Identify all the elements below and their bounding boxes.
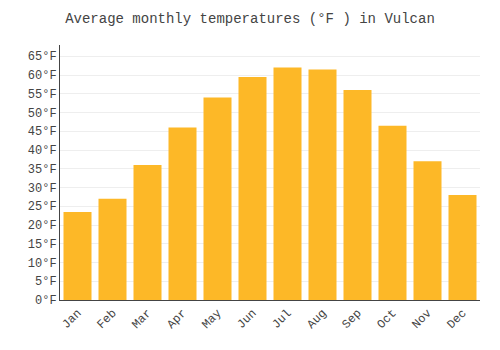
svg-text:30°F: 30°F (28, 182, 57, 196)
svg-text:Aug: Aug (304, 307, 329, 332)
svg-text:10°F: 10°F (28, 257, 57, 271)
svg-text:Oct: Oct (374, 307, 399, 332)
svg-text:5°F: 5°F (35, 275, 57, 289)
svg-text:Jan: Jan (59, 307, 84, 332)
svg-text:Apr: Apr (164, 307, 189, 332)
svg-text:0°F: 0°F (35, 294, 57, 308)
svg-text:15°F: 15°F (28, 238, 57, 252)
svg-text:60°F: 60°F (28, 69, 57, 83)
svg-text:40°F: 40°F (28, 144, 57, 158)
svg-text:20°F: 20°F (28, 219, 57, 233)
svg-text:May: May (199, 307, 224, 332)
svg-text:25°F: 25°F (28, 200, 57, 214)
svg-text:45°F: 45°F (28, 125, 57, 139)
svg-text:Jul: Jul (269, 307, 294, 332)
svg-text:Mar: Mar (129, 307, 154, 332)
svg-text:Feb: Feb (94, 307, 119, 332)
svg-text:Jun: Jun (234, 307, 259, 332)
svg-text:Dec: Dec (444, 307, 469, 332)
svg-text:50°F: 50°F (28, 107, 57, 121)
svg-text:55°F: 55°F (28, 88, 57, 102)
svg-text:65°F: 65°F (28, 50, 57, 64)
svg-text:Average monthly temperatures (: Average monthly temperatures (°F ) in Vu… (65, 11, 435, 27)
svg-text:35°F: 35°F (28, 163, 57, 177)
svg-text:Sep: Sep (339, 307, 364, 332)
svg-text:Nov: Nov (409, 307, 434, 332)
